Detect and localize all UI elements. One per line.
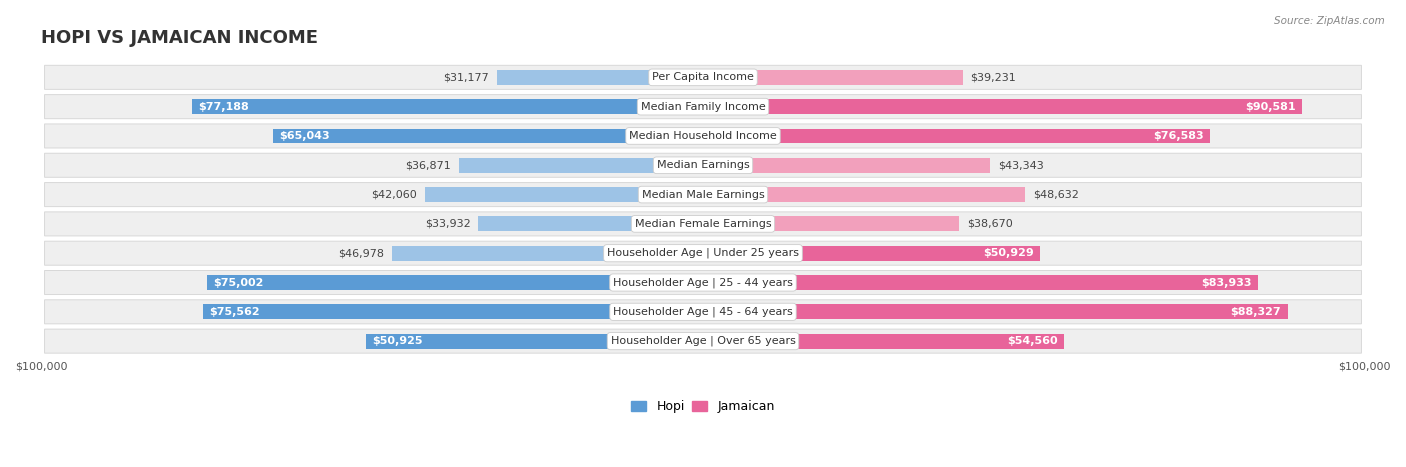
FancyBboxPatch shape [45, 270, 1361, 295]
Text: Median Earnings: Median Earnings [657, 160, 749, 170]
Text: $38,670: $38,670 [967, 219, 1012, 229]
FancyBboxPatch shape [45, 300, 1361, 324]
Bar [425, 187, 703, 202]
Text: Householder Age | 25 - 44 years: Householder Age | 25 - 44 years [613, 277, 793, 288]
Text: Source: ZipAtlas.com: Source: ZipAtlas.com [1274, 16, 1385, 26]
Bar [703, 128, 1209, 143]
FancyBboxPatch shape [45, 183, 1361, 206]
Text: $77,188: $77,188 [198, 102, 249, 112]
Text: $48,632: $48,632 [1033, 190, 1078, 199]
FancyBboxPatch shape [45, 124, 1361, 148]
Text: HOPI VS JAMAICAN INCOME: HOPI VS JAMAICAN INCOME [41, 28, 318, 47]
Text: $76,583: $76,583 [1153, 131, 1204, 141]
Text: $46,978: $46,978 [339, 248, 384, 258]
Bar [703, 70, 963, 85]
Bar [193, 99, 703, 114]
Bar [458, 158, 703, 173]
Text: $33,932: $33,932 [425, 219, 471, 229]
Bar [703, 275, 1258, 290]
Bar [703, 216, 959, 231]
Text: Median Household Income: Median Household Income [628, 131, 778, 141]
Text: $83,933: $83,933 [1202, 277, 1253, 288]
Text: $50,925: $50,925 [373, 336, 423, 346]
Text: $54,560: $54,560 [1007, 336, 1057, 346]
Bar [207, 275, 703, 290]
FancyBboxPatch shape [45, 212, 1361, 236]
Text: $43,343: $43,343 [998, 160, 1043, 170]
Bar [478, 216, 703, 231]
Bar [392, 246, 703, 261]
Text: Householder Age | Over 65 years: Householder Age | Over 65 years [610, 336, 796, 347]
Text: $90,581: $90,581 [1246, 102, 1296, 112]
FancyBboxPatch shape [45, 329, 1361, 353]
FancyBboxPatch shape [45, 241, 1361, 265]
Bar [703, 246, 1040, 261]
Bar [703, 334, 1064, 348]
Bar [703, 99, 1302, 114]
Text: $88,327: $88,327 [1230, 307, 1281, 317]
Text: $42,060: $42,060 [371, 190, 416, 199]
FancyBboxPatch shape [45, 65, 1361, 89]
Bar [273, 128, 703, 143]
Bar [703, 187, 1025, 202]
Text: $75,562: $75,562 [209, 307, 260, 317]
Legend: Hopi, Jamaican: Hopi, Jamaican [627, 395, 779, 418]
Bar [703, 304, 1288, 319]
Bar [366, 334, 703, 348]
Bar [703, 158, 990, 173]
Text: Householder Age | 45 - 64 years: Householder Age | 45 - 64 years [613, 306, 793, 317]
Text: $36,871: $36,871 [405, 160, 451, 170]
Text: $31,177: $31,177 [443, 72, 489, 82]
Text: Median Family Income: Median Family Income [641, 102, 765, 112]
Text: $39,231: $39,231 [970, 72, 1017, 82]
Bar [496, 70, 703, 85]
Text: $65,043: $65,043 [278, 131, 329, 141]
FancyBboxPatch shape [45, 153, 1361, 177]
Text: Householder Age | Under 25 years: Householder Age | Under 25 years [607, 248, 799, 258]
Text: Per Capita Income: Per Capita Income [652, 72, 754, 82]
Text: $50,929: $50,929 [983, 248, 1033, 258]
FancyBboxPatch shape [45, 95, 1361, 119]
Text: Median Female Earnings: Median Female Earnings [634, 219, 772, 229]
Bar [202, 304, 703, 319]
Text: $75,002: $75,002 [214, 277, 263, 288]
Text: Median Male Earnings: Median Male Earnings [641, 190, 765, 199]
